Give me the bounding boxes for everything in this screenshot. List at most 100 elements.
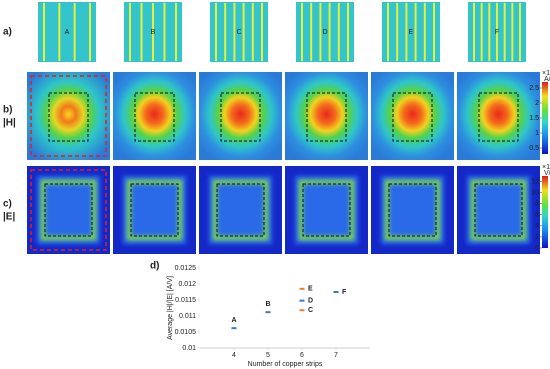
inner-box bbox=[392, 92, 433, 142]
colorbar-unit: A/m bbox=[544, 76, 550, 83]
copper-strip bbox=[163, 3, 166, 61]
colorbar-tick-label: 2.5 bbox=[529, 85, 539, 92]
outer-box bbox=[30, 169, 107, 251]
colorbar-tick-label: 2 bbox=[535, 234, 539, 241]
point-label: D bbox=[308, 297, 313, 304]
point bbox=[299, 299, 305, 302]
colorbar-tick-label: 0 bbox=[535, 245, 539, 252]
substrate bbox=[382, 2, 440, 62]
x-axis-title: Number of copper strips bbox=[248, 361, 323, 368]
copper-strip bbox=[43, 3, 45, 61]
panel-label: B bbox=[151, 29, 156, 36]
copper-strip bbox=[58, 3, 61, 61]
inner-box bbox=[474, 183, 523, 237]
colorbar-scale: ×10⁴ bbox=[542, 164, 550, 171]
y-tick-label: 0.012 bbox=[178, 281, 196, 288]
copper-strip bbox=[503, 3, 506, 61]
inner-box bbox=[130, 183, 179, 237]
row-tag: c) bbox=[3, 199, 12, 210]
copper-strip bbox=[215, 3, 217, 61]
inner-box bbox=[306, 92, 347, 142]
inner-box bbox=[44, 183, 93, 237]
point bbox=[265, 311, 271, 314]
colorbar-tick-label: 1.5 bbox=[529, 115, 539, 122]
copper-strip bbox=[423, 3, 426, 61]
row-name: |H| bbox=[3, 118, 16, 129]
copper-strip bbox=[140, 3, 143, 61]
panel-tag: d) bbox=[150, 261, 159, 272]
copper-strip bbox=[511, 3, 514, 61]
copper-strip bbox=[387, 3, 389, 61]
colorbar-tick-label: 4 bbox=[535, 223, 539, 230]
colorbar-tick-label: 6 bbox=[535, 212, 539, 219]
copper-strip bbox=[233, 3, 236, 61]
colorbar-tick-label: 1 bbox=[535, 130, 539, 137]
copper-strip bbox=[242, 3, 245, 61]
substrate bbox=[38, 2, 96, 62]
copper-strip bbox=[261, 3, 263, 61]
copper-strip bbox=[224, 3, 227, 61]
colorbar bbox=[542, 176, 548, 248]
copper-strip bbox=[347, 3, 349, 61]
colorbar bbox=[542, 82, 548, 154]
copper-strip bbox=[519, 3, 521, 61]
inner-box bbox=[478, 92, 519, 142]
point-label: A bbox=[231, 317, 236, 324]
h-field bbox=[199, 72, 282, 160]
copper-strip bbox=[310, 3, 313, 61]
copper-strip bbox=[396, 3, 399, 61]
colorbar-tick-label: 8 bbox=[535, 201, 539, 208]
h-field bbox=[27, 72, 110, 160]
inner-box bbox=[134, 92, 175, 142]
h-field bbox=[371, 72, 454, 160]
y-tick-label: 0.0105 bbox=[175, 329, 197, 336]
colorbar-scale: ×10⁴ bbox=[542, 70, 550, 77]
inner-box bbox=[388, 183, 437, 237]
copper-strip bbox=[89, 3, 91, 61]
point bbox=[299, 309, 305, 312]
panel-label: F bbox=[495, 29, 499, 36]
copper-strip bbox=[433, 3, 435, 61]
x-tick-label: 7 bbox=[334, 352, 338, 359]
copper-strip bbox=[301, 3, 303, 61]
y-tick-label: 0.0125 bbox=[175, 265, 197, 272]
point bbox=[333, 291, 339, 293]
copper-strip bbox=[488, 3, 491, 61]
colorbar-tick-label: 12 bbox=[531, 178, 539, 185]
colorbar-tick-label: 10 bbox=[531, 189, 539, 196]
x-tick-label: 4 bbox=[232, 352, 236, 359]
copper-strip bbox=[175, 3, 177, 61]
copper-strip bbox=[251, 3, 254, 61]
y-axis-title: Average |H|/|E| [A/V] bbox=[167, 276, 174, 340]
h-field bbox=[457, 72, 540, 160]
h-field bbox=[113, 72, 196, 160]
y-tick-label: 0.011 bbox=[179, 313, 196, 320]
inner-box bbox=[302, 183, 351, 237]
inner-box bbox=[48, 92, 89, 142]
panel-label: C bbox=[236, 29, 241, 36]
copper-strip bbox=[73, 3, 76, 61]
copper-strip bbox=[152, 3, 154, 61]
row-tag: a) bbox=[3, 27, 12, 38]
copper-strip bbox=[414, 3, 417, 61]
copper-strip bbox=[319, 3, 322, 61]
x-tick-label: 5 bbox=[266, 352, 270, 359]
copper-strip bbox=[405, 3, 408, 61]
colorbar-tick-label: 2 bbox=[535, 100, 539, 107]
outer-box bbox=[30, 75, 107, 157]
h-field bbox=[285, 72, 368, 160]
copper-strip bbox=[480, 3, 483, 61]
x-tick-label: 6 bbox=[300, 352, 304, 359]
inner-box bbox=[220, 92, 261, 142]
point-label: E bbox=[308, 286, 313, 293]
point-label: C bbox=[308, 307, 313, 314]
substrate bbox=[296, 2, 354, 62]
panel-label: D bbox=[322, 29, 327, 36]
inner-box bbox=[216, 183, 265, 237]
colorbar-tick-label: 0.5 bbox=[529, 145, 539, 152]
row-tag: b) bbox=[3, 105, 12, 116]
copper-strip bbox=[473, 3, 475, 61]
y-tick-label: 0.0115 bbox=[175, 297, 196, 304]
panel-label: E bbox=[409, 29, 414, 36]
